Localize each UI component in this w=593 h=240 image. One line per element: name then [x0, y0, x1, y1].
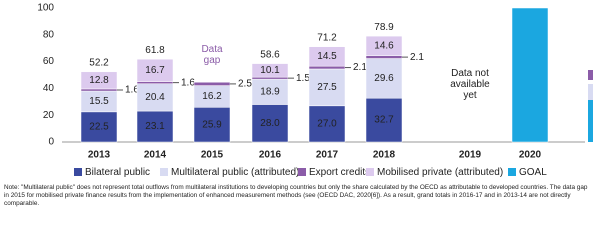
legend-swatch: [298, 168, 306, 176]
x-tick-label: 2015: [201, 150, 224, 161]
data-label: 2.1: [353, 62, 367, 73]
total-label: 71.2: [317, 32, 337, 43]
total-label: 61.8: [145, 45, 165, 56]
y-tick-label: 20: [43, 110, 55, 121]
data-label: 2.5: [238, 79, 252, 90]
y-tick-label: 0: [48, 137, 54, 148]
y-tick-label: 80: [43, 29, 55, 40]
bar-segment: [365, 55, 403, 59]
bar-segment: [308, 68, 346, 107]
bar-segment: [136, 110, 174, 143]
bar-segment: [251, 104, 289, 143]
x-tick-label: 2014: [144, 150, 167, 161]
data-label: 12.8: [89, 75, 109, 86]
data-label: 1.5: [296, 73, 310, 84]
x-tick-label: 2018: [373, 150, 396, 161]
bar-segment: [511, 7, 549, 143]
data-label: 22.5: [89, 122, 109, 133]
data-label: 29.6: [374, 73, 394, 84]
bar-segment: [308, 65, 346, 70]
bar-segment: [365, 97, 403, 143]
bar-segment: [136, 81, 174, 84]
y-tick-label: 60: [43, 56, 55, 67]
y-tick-label: 40: [43, 83, 55, 94]
y-tick-label: 100: [37, 3, 54, 14]
bar-segment: [80, 88, 118, 92]
legend-label: Multilateral public (attributed): [171, 167, 299, 178]
bar-segment: [365, 58, 403, 99]
bar-segment: [80, 71, 118, 90]
data-label: 15.5: [89, 96, 109, 107]
x-tick-label: 2017: [316, 150, 339, 161]
bar-segment: [308, 46, 346, 67]
total-label: 52.2: [89, 57, 109, 68]
data-label: 10.1: [260, 65, 280, 76]
bar-segment: [365, 35, 403, 56]
bar-segment: [80, 111, 118, 143]
annotation: Data not available yet: [450, 68, 490, 101]
edge-block: [588, 100, 593, 142]
legend-label: Mobilised private (attributed): [377, 167, 503, 178]
legend-label: GOAL: [519, 167, 547, 178]
note: Note: "Multilateral public" does not rep…: [4, 184, 588, 207]
legend-label: Export credits: [309, 167, 370, 178]
data-label: 16.7: [145, 65, 165, 76]
legend-swatch: [74, 168, 82, 176]
page: 0 20 40 60 80 100 2013 22.5 15.5 1.6 12.8 52.2 2014 2…: [4, 3, 593, 207]
data-label: 14.5: [317, 51, 337, 62]
bar-segment: [251, 76, 289, 80]
data-label: 14.6: [374, 41, 394, 52]
data-label: 1.6: [181, 77, 195, 88]
x-tick-label: 2020: [519, 150, 542, 161]
bar-segment: [251, 78, 289, 105]
total-label: 58.6: [260, 49, 280, 60]
data-label: 28.0: [260, 118, 280, 129]
x-tick-label: 2013: [88, 150, 111, 161]
legend-label: Bilateral public: [85, 167, 150, 178]
chart: 0 20 40 60 80 100 2013 22.5 15.5 1.6 12.8 52.2 2014 2…: [37, 3, 593, 178]
data-label: 23.1: [145, 121, 165, 132]
data-label: 27.5: [317, 82, 337, 93]
legend-swatch: [366, 168, 374, 176]
data-label: 2.1: [410, 52, 424, 63]
legend-swatch: [508, 168, 516, 176]
bar-segment: [193, 107, 231, 143]
edge-block: [588, 70, 593, 80]
data-label: 18.9: [260, 86, 280, 97]
data-label: 16.2: [202, 91, 222, 102]
edge-block: [588, 84, 593, 100]
annotation: Data gap: [201, 44, 223, 66]
bar-segment: [136, 83, 174, 112]
bar-segment: [136, 58, 174, 82]
data-label: 1.6: [125, 85, 139, 96]
x-tick-label: 2016: [259, 150, 282, 161]
bar-segment: [251, 63, 289, 78]
total-label: 78.9: [374, 22, 394, 33]
bar-segment: [308, 105, 346, 143]
data-label: 32.7: [374, 115, 394, 126]
bar-segment: [193, 81, 231, 86]
data-label: 27.0: [317, 119, 337, 130]
data-label: 20.4: [145, 92, 165, 103]
legend-swatch: [160, 168, 168, 176]
x-tick-label: 2019: [459, 150, 482, 161]
data-label: 25.9: [202, 119, 222, 130]
